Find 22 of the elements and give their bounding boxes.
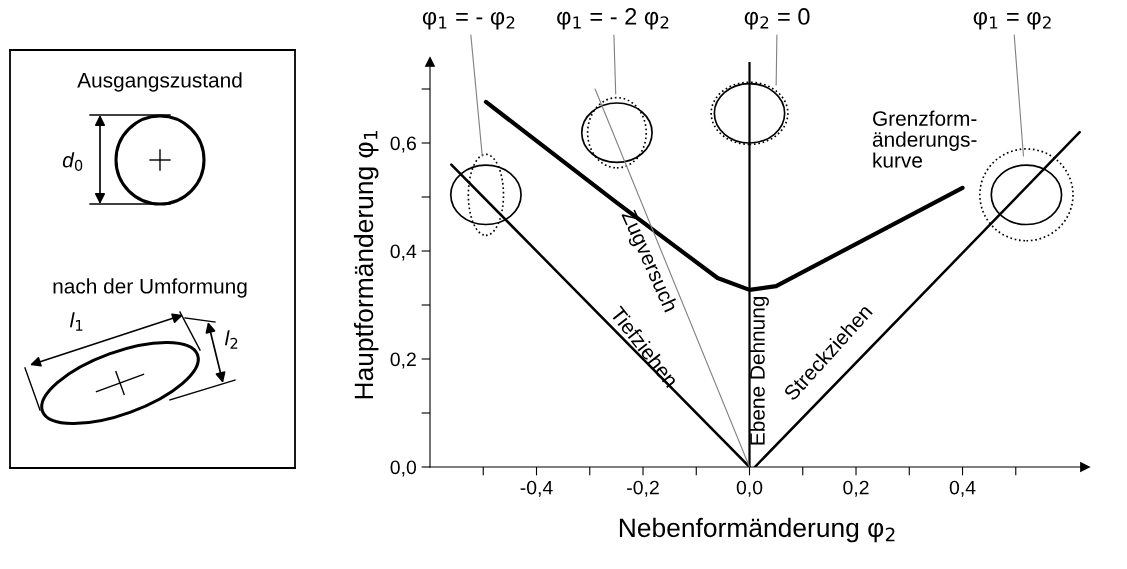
y-tick-label: 0,4 [390, 244, 417, 261]
text: φ$_{1}$ = φ$_{2}$ [973, 11, 1051, 30]
text: φ$_{2}$ = 0 [744, 8, 810, 30]
y-axis-title: Hauptformänderung φ$_{1}$ [353, 131, 379, 399]
text: φ$_{1}$ = - φ$_{2}$ [422, 11, 515, 30]
text: nach der Umformung [53, 278, 247, 298]
ref-line-label: Ebene Dehnung [749, 296, 769, 445]
text: φ$_{1}$ = - 2 φ$_{2}$ [557, 8, 669, 30]
y-tick-label: 0,0 [390, 460, 417, 477]
text: l$_{2}$ [224, 330, 238, 349]
series-label: Grenzform- änderungs- kurve [872, 110, 977, 168]
x-axis-title: Nebenformänderung φ$_{2}$ [619, 517, 895, 543]
y-tick-label: 0,6 [390, 136, 416, 153]
y-tick-label: 0,2 [390, 352, 416, 369]
text: l$_{1}$ [69, 312, 83, 331]
text: d$_{0}$ [62, 152, 83, 171]
x-tick-label: -0,2 [627, 480, 659, 497]
x-tick-label: 0,4 [949, 480, 976, 497]
x-tick-label: 0,0 [736, 480, 763, 497]
text: Ausgangszustand [77, 72, 242, 92]
x-tick-label: -0,4 [520, 480, 553, 497]
x-tick-label: 0,2 [843, 480, 869, 497]
